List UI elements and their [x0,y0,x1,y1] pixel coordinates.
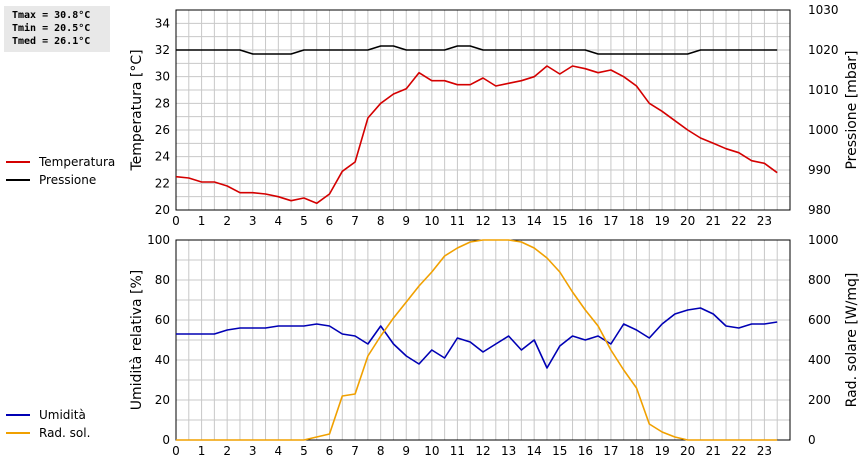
top-y2-tick-label: 1030 [808,3,839,17]
bottom-y-tick-label: 100 [147,233,170,247]
top-y-tick-label: 24 [155,150,170,164]
series-line-rad-sol [176,239,778,441]
bottom-y2-tick-label: 200 [808,393,831,407]
top-x-tick-label: 0 [172,214,180,228]
top-x-tick-label: 16 [578,214,593,228]
top-y-tick-label: 34 [155,16,170,30]
bottom-x-tick-label: 18 [629,444,644,458]
bottom-x-tick-label: 16 [578,444,593,458]
bottom-y-tick-label: 0 [162,433,170,447]
bottom-x-tick-label: 17 [603,444,618,458]
legend-label: Pressione [39,173,96,187]
tmax-label: Tmax = 30.8°C [12,10,91,21]
bottom-y2-tick-label: 800 [808,273,831,287]
bottom-x-tick-label: 14 [527,444,542,458]
bottom-x-tick-label: 22 [731,444,746,458]
bottom-x-tick-label: 20 [680,444,695,458]
bottom-x-tick-label: 8 [377,444,385,458]
legend-label: Temperatura [38,155,115,169]
bottom-y2-tick-label: 600 [808,313,831,327]
bottom-y-tick-label: 80 [155,273,170,287]
bottom-x-tick-label: 5 [300,444,308,458]
bottom-y-tick-label: 40 [155,353,170,367]
top-y2-tick-label: 1000 [808,123,839,137]
bottom-x-tick-label: 13 [501,444,516,458]
top-x-tick-label: 10 [424,214,439,228]
top-y-tick-label: 30 [155,70,170,84]
bottom-x-tick-label: 10 [424,444,439,458]
stats-box: Tmax = 30.8°C Tmin = 20.5°C Tmed = 26.1°… [4,6,110,52]
bottom-x-tick-label: 1 [198,444,206,458]
bottom-y-tick-label: 60 [155,313,170,327]
top-x-tick-label: 13 [501,214,516,228]
bottom-x-tick-label: 19 [654,444,669,458]
top-x-tick-label: 14 [527,214,542,228]
bottom-x-tick-label: 6 [326,444,334,458]
bottom-y2-axis-title: Rad. solare [W/mq] [844,273,860,408]
top-x-tick-label: 18 [629,214,644,228]
series-line-pressione [176,45,778,55]
top-x-tick-label: 11 [450,214,465,228]
top-x-tick-label: 1 [198,214,206,228]
bottom-x-tick-label: 4 [275,444,283,458]
tmed-label: Tmed = 26.1°C [12,36,91,47]
bottom-x-tick-label: 0 [172,444,180,458]
bottom-x-tick-label: 11 [450,444,465,458]
bottom-y2-tick-label: 400 [808,353,831,367]
top-x-tick-label: 17 [603,214,618,228]
top-y2-tick-label: 1020 [808,43,839,57]
series-line-temperatura [175,65,778,205]
top-y-tick-label: 32 [155,43,170,57]
top-y2-axis-title: Pressione [mbar] [844,50,860,169]
bottom-x-tick-label: 9 [402,444,410,458]
top-y2-tick-label: 980 [808,203,831,217]
top-x-tick-label: 6 [326,214,334,228]
top-x-tick-label: 22 [731,214,746,228]
top-y2-tick-label: 990 [808,163,831,177]
top-x-tick-label: 4 [275,214,283,228]
bottom-y-axis-title: Umidità relativa [%] [129,270,145,411]
top-x-tick-label: 7 [351,214,359,228]
bottom-x-tick-label: 2 [223,444,231,458]
top-x-tick-label: 5 [300,214,308,228]
top-x-tick-label: 2 [223,214,231,228]
top-x-tick-label: 23 [757,214,772,228]
top-x-tick-label: 15 [552,214,567,228]
top-y-tick-label: 20 [155,203,170,217]
top-x-tick-label: 12 [475,214,490,228]
bottom-x-tick-label: 15 [552,444,567,458]
bottom-y2-tick-label: 0 [808,433,816,447]
bottom-x-tick-label: 3 [249,444,257,458]
series-line-umidit [176,307,778,369]
bottom-x-tick-label: 12 [475,444,490,458]
top-x-tick-label: 3 [249,214,257,228]
bottom-y-tick-label: 20 [155,393,170,407]
top-x-tick-label: 8 [377,214,385,228]
top-x-tick-label: 9 [402,214,410,228]
bottom-y2-tick-label: 1000 [808,233,839,247]
bottom-x-tick-label: 23 [757,444,772,458]
top-y-tick-label: 28 [155,96,170,110]
top-y-tick-label: 26 [155,123,170,137]
top-x-tick-label: 20 [680,214,695,228]
top-plot-frame [175,9,791,211]
top-y-axis-title: Temperatura [°C] [129,49,145,171]
top-x-tick-label: 21 [706,214,721,228]
legend-label: Rad. sol. [39,426,90,440]
top-y-tick-label: 22 [155,176,170,190]
bottom-x-tick-label: 7 [351,444,359,458]
legend-label: Umidità [39,408,86,422]
tmin-label: Tmin = 20.5°C [12,23,91,34]
top-y2-tick-label: 1010 [808,83,839,97]
top-x-tick-label: 19 [654,214,669,228]
bottom-x-tick-label: 21 [706,444,721,458]
